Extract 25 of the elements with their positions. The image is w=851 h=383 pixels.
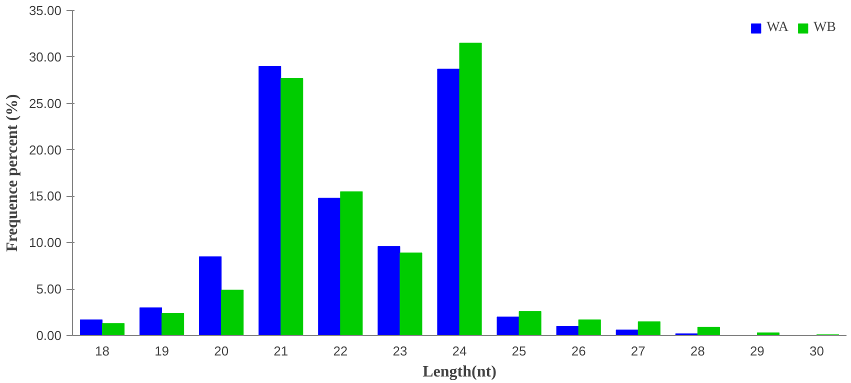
x-tick-label: 22 [333, 344, 348, 358]
legend-label: WA [766, 20, 788, 36]
x-tick-label: 24 [452, 344, 467, 358]
y-tick-label: 0.00 [36, 328, 62, 343]
x-tick-label: 27 [630, 344, 646, 358]
y-tick-label: 20.00 [28, 142, 62, 158]
x-tick-label: 18 [95, 344, 110, 358]
y-tick-label: 5.00 [36, 282, 62, 297]
x-tick-label: 25 [512, 344, 526, 358]
x-tick-label: 20 [214, 344, 229, 358]
y-tick-label: 10.00 [28, 235, 62, 250]
x-tick-label: 28 [690, 344, 705, 358]
x-tick-label: 26 [571, 344, 586, 358]
y-tick-label: 25.00 [28, 96, 62, 111]
legend-label: WB [813, 20, 836, 36]
x-tick-label: 19 [154, 344, 170, 358]
y-tick-label: 15.00 [28, 188, 62, 204]
x-tick-label: 30 [810, 344, 824, 358]
x-tick-label: 23 [392, 344, 408, 358]
x-tick-label: 29 [750, 344, 764, 358]
x-tick-label: 21 [274, 344, 288, 358]
y-tick-label: 35.00 [28, 3, 62, 18]
y-tick-label: 30.00 [28, 49, 62, 64]
y-axis-title: Frequence percent (%) [4, 94, 21, 252]
x-axis-title: Length(nt) [422, 364, 496, 380]
